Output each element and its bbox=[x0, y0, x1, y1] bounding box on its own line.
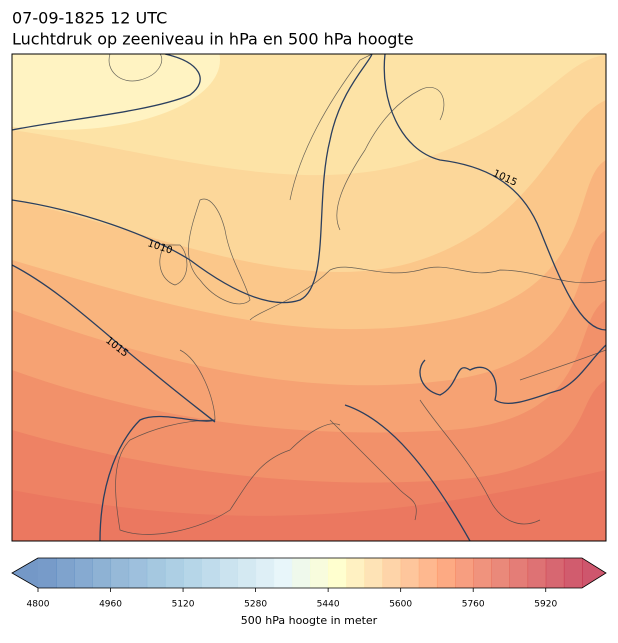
colorbar-band bbox=[364, 558, 384, 588]
colorbar-band bbox=[273, 558, 293, 588]
colorbar-band bbox=[491, 558, 510, 588]
colorbar: 4800 4960 5120 5280 5440 5600 5760 5920 bbox=[11, 557, 607, 610]
colorbar-tick-label: 5280 bbox=[244, 600, 267, 610]
isobar bbox=[12, 54, 373, 304]
isobar bbox=[99, 415, 216, 541]
colorbar-band bbox=[527, 558, 547, 588]
colorbar-band bbox=[38, 558, 57, 588]
colorbar-band bbox=[92, 558, 112, 588]
colorbar-band bbox=[164, 558, 184, 588]
coastline bbox=[289, 54, 445, 231]
colorbar-tick-label: 5760 bbox=[462, 600, 485, 610]
colorbar-band bbox=[545, 558, 565, 588]
colorbar-band bbox=[400, 558, 420, 588]
colorbar-band bbox=[346, 558, 365, 588]
colorbar-band bbox=[473, 558, 492, 588]
coastline bbox=[289, 419, 417, 521]
colorbar-tick-label: 5440 bbox=[317, 600, 340, 610]
colorbar-band bbox=[110, 558, 130, 588]
colorbar-band bbox=[146, 558, 166, 588]
colorbar-band bbox=[237, 558, 257, 588]
colorbar-band bbox=[183, 558, 202, 588]
colorbar-band bbox=[418, 558, 438, 588]
colorbar-band bbox=[56, 558, 75, 588]
colorbar-band bbox=[291, 558, 311, 588]
colorbar-band bbox=[310, 558, 329, 588]
map: 1010 1015 1015 bbox=[12, 54, 606, 541]
colorbar-tick-label: 5120 bbox=[172, 600, 195, 610]
colorbar-extend bbox=[12, 558, 38, 588]
colorbar-tick-label: 5920 bbox=[534, 600, 557, 610]
isobar bbox=[344, 404, 471, 541]
colorbar-tick-label: 4960 bbox=[99, 600, 122, 610]
isobar bbox=[419, 344, 606, 404]
title-line-1: 07-09-1825 12 UTC bbox=[12, 9, 167, 28]
colorbar-label: 500 hPa hoogte in meter bbox=[241, 614, 378, 627]
colorbar-band bbox=[255, 558, 275, 588]
colorbar-band bbox=[563, 558, 583, 588]
coastline bbox=[188, 198, 251, 305]
colorbar-band bbox=[201, 558, 220, 588]
colorbar-band bbox=[509, 558, 529, 588]
colorbar-band bbox=[74, 558, 93, 588]
map-frame bbox=[11, 53, 607, 542]
colorbar-band bbox=[382, 558, 402, 588]
colorbar-tick-label: 4800 bbox=[27, 600, 50, 610]
isobar bbox=[12, 264, 216, 423]
colorbar-band bbox=[436, 558, 456, 588]
isobar bbox=[383, 54, 606, 331]
colorbar-extend bbox=[582, 558, 606, 588]
colorbar-band bbox=[128, 558, 148, 588]
coastline bbox=[115, 349, 291, 535]
colorbar-tick-label: 5600 bbox=[389, 600, 412, 610]
band bbox=[12, 54, 220, 130]
title-line-2: Luchtdruk op zeeniveau in hPa en 500 hPa… bbox=[12, 30, 414, 49]
coastline bbox=[249, 266, 606, 321]
isobar bbox=[12, 54, 201, 131]
colorbar-band bbox=[328, 558, 347, 588]
colorbar-outline bbox=[11, 557, 607, 589]
band bbox=[12, 470, 606, 541]
colorbar-band bbox=[219, 558, 238, 588]
colorbar-band bbox=[455, 558, 474, 588]
